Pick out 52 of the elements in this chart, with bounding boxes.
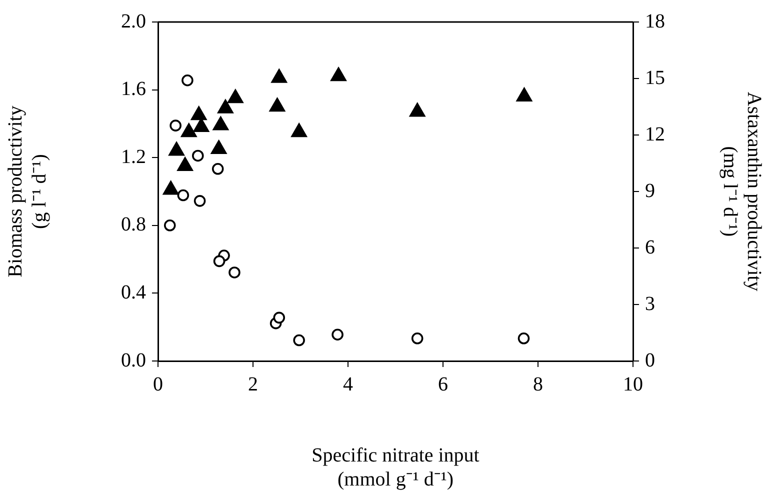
point bbox=[164, 220, 176, 232]
y-tick-label: 0.4 bbox=[121, 281, 146, 304]
y-tick-label: 1.2 bbox=[121, 146, 146, 168]
point bbox=[182, 74, 194, 86]
point bbox=[194, 195, 206, 207]
point bbox=[228, 89, 244, 104]
point bbox=[191, 106, 207, 120]
y-tick-label: 0.0 bbox=[121, 349, 146, 372]
y-axis-title: Biomass productivity (g l⁻¹ d⁻¹) bbox=[4, 106, 50, 278]
y-tick-label: 2.0 bbox=[121, 10, 146, 32]
point bbox=[269, 98, 286, 112]
y2-tick-label: 12 bbox=[645, 123, 665, 146]
point bbox=[177, 157, 193, 171]
point bbox=[181, 123, 197, 138]
point bbox=[170, 120, 182, 132]
point bbox=[168, 142, 184, 156]
point bbox=[271, 69, 287, 83]
y-tick-label: 0.8 bbox=[121, 214, 146, 236]
point bbox=[162, 180, 179, 195]
point bbox=[210, 140, 227, 154]
y2-tick-label: 3 bbox=[645, 292, 655, 315]
x-tick-label: 0 bbox=[153, 373, 163, 396]
x-tick-label: 8 bbox=[533, 373, 543, 396]
y-tick-label: 1.6 bbox=[121, 78, 146, 100]
point bbox=[273, 312, 286, 324]
point bbox=[212, 163, 224, 175]
y2-tick-label: 18 bbox=[645, 10, 665, 32]
x-axis-title: Specific nitrate input (mmol g⁻¹ d⁻¹) bbox=[312, 444, 480, 490]
point bbox=[193, 118, 210, 132]
x-tick-label: 4 bbox=[343, 373, 353, 396]
y2-tick-label: 9 bbox=[645, 180, 655, 202]
point bbox=[228, 266, 240, 278]
x-tick-label: 6 bbox=[438, 373, 448, 396]
point bbox=[293, 334, 305, 346]
y2-axis-title: Astaxanthin productivity (mg l⁻¹ d⁻¹) bbox=[718, 92, 765, 292]
point bbox=[218, 100, 234, 114]
x-tick-label: 10 bbox=[623, 373, 643, 396]
point bbox=[330, 67, 346, 82]
point bbox=[516, 88, 532, 102]
x-tick-label: 2 bbox=[248, 373, 258, 396]
point bbox=[411, 332, 424, 344]
point bbox=[192, 150, 204, 162]
point bbox=[213, 255, 226, 268]
point bbox=[518, 332, 530, 344]
y2-tick-label: 6 bbox=[645, 236, 655, 258]
point bbox=[410, 102, 426, 117]
point bbox=[332, 328, 344, 341]
point bbox=[177, 189, 190, 202]
point bbox=[291, 123, 307, 138]
y2-tick-label: 0 bbox=[645, 349, 655, 372]
y2-tick-label: 15 bbox=[645, 66, 665, 89]
point bbox=[212, 116, 229, 130]
